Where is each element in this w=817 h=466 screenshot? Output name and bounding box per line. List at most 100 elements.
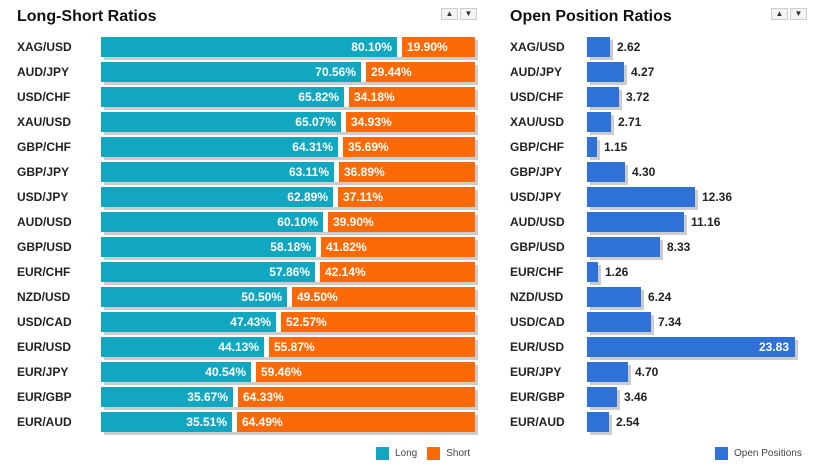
short-bar: 34.93% [346,112,475,132]
table-row: USD/JPY 12.36 [505,187,817,210]
bar-separator [287,287,292,307]
bar-separator [338,137,343,157]
open-position-value: 12.36 [702,190,733,204]
table-row: GBP/CHF 64.31% 35.69% [0,137,490,160]
sort-descending-button[interactable]: ▼ [460,8,477,20]
sort-ascending-button[interactable]: ▲ [771,8,788,20]
open-position-sort-controls: ▲ ▼ [771,8,807,20]
open-position-value: 3.72 [626,90,650,104]
open-position-bar [587,312,651,332]
table-row: USD/JPY 62.89% 37.11% [0,187,490,210]
table-row: AUD/USD 60.10% 39.90% [0,212,490,235]
sort-down-icon: ▼ [794,9,803,18]
legend-item-long: Long [376,447,417,460]
currency-pair-label: EUR/USD [510,340,565,354]
table-row: EUR/JPY 4.70 [505,362,817,385]
currency-pair-label: AUD/USD [510,215,565,229]
bar-separator [232,412,237,432]
currency-pair-label: EUR/CHF [17,265,71,279]
bar-separator [341,112,346,132]
currency-pair-label: USD/CAD [510,315,565,329]
open-position-bar [587,237,660,257]
currency-pair-label: XAU/USD [17,115,72,129]
short-bar: 52.57% [281,312,475,332]
table-row: EUR/USD 23.83 [505,337,817,360]
legend-swatch-open-positions [715,447,728,460]
short-bar: 42.14% [320,262,475,282]
bar-separator [344,87,349,107]
table-row: AUD/JPY 4.27 [505,62,817,85]
table-row: EUR/USD 44.13% 55.87% [0,337,490,360]
open-position-legend: Open Positions [715,447,812,460]
sort-up-icon: ▲ [775,9,784,18]
long-bar: 65.07% [101,112,341,132]
currency-pair-label: EUR/AUD [510,415,565,429]
table-row: EUR/CHF 57.86% 42.14% [0,262,490,285]
sort-ascending-button[interactable]: ▲ [441,8,458,20]
sort-descending-button[interactable]: ▼ [790,8,807,20]
long-short-panel: Long-Short Ratios ▲ ▼ XAG/USD 80.10% 19.90… [0,8,490,460]
currency-pair-label: GBP/CHF [17,140,71,154]
bar-separator [361,62,366,82]
bar-separator [334,162,339,182]
long-bar: 63.11% [101,162,334,182]
open-position-value: 8.33 [667,240,691,254]
currency-pair-label: AUD/JPY [510,65,563,79]
open-position-bar [587,262,598,282]
short-bar: 34.18% [349,87,475,107]
table-row: USD/CHF 65.82% 34.18% [0,87,490,110]
table-row: XAG/USD 80.10% 19.90% [0,37,490,60]
sort-down-icon: ▼ [464,9,473,18]
currency-pair-label: EUR/GBP [17,390,72,404]
legend-label-short: Short [446,448,471,459]
legend-item-open-positions: Open Positions [715,447,802,460]
short-bar: 64.33% [238,387,475,407]
open-position-bar [587,212,684,232]
long-bar: 64.31% [101,137,338,157]
legend-label-open-positions: Open Positions [734,448,802,459]
table-row: GBP/USD 8.33 [505,237,817,260]
table-row: XAU/USD 2.71 [505,112,817,135]
bar-separator [333,187,338,207]
long-bar: 50.50% [101,287,287,307]
open-position-bar [587,287,641,307]
currency-pair-label: USD/CAD [17,315,72,329]
table-row: GBP/JPY 4.30 [505,162,817,185]
currency-pair-label: USD/JPY [17,190,69,204]
short-bar: 37.11% [338,187,475,207]
short-bar: 29.44% [366,62,475,82]
short-bar: 64.49% [237,412,475,432]
legend-swatch-short [427,447,441,460]
currency-pair-label: NZD/USD [17,290,71,304]
currency-pair-label: USD/CHF [17,90,71,104]
open-position-value: 4.70 [635,365,659,379]
open-position-bar [587,337,795,357]
open-position-bar [587,387,617,407]
open-position-value: 7.34 [658,315,682,329]
open-position-bar [587,137,597,157]
short-bar: 36.89% [339,162,475,182]
long-bar: 65.82% [101,87,344,107]
long-short-legend: Long Short [376,447,480,460]
bar-separator [323,212,328,232]
long-short-title: Long-Short Ratios [17,8,157,25]
long-bar: 57.86% [101,262,315,282]
table-row: XAG/USD 2.62 [505,37,817,60]
bar-separator [316,237,321,257]
open-position-value: 2.54 [616,415,640,429]
table-row: GBP/CHF 1.15 [505,137,817,160]
currency-pair-label: EUR/USD [17,340,72,354]
open-position-bar [587,112,611,132]
table-row: NZD/USD 50.50% 49.50% [0,287,490,310]
table-row: EUR/GBP 3.46 [505,387,817,410]
open-position-bar [587,412,609,432]
table-row: EUR/CHF 1.26 [505,262,817,285]
table-row: EUR/AUD 2.54 [505,412,817,435]
table-row: EUR/JPY 40.54% 59.46% [0,362,490,385]
open-position-value: 2.62 [617,40,641,54]
short-bar: 55.87% [269,337,475,357]
long-bar: 35.67% [101,387,233,407]
legend-item-short: Short [427,447,470,460]
long-bar: 70.56% [101,62,361,82]
table-row: AUD/JPY 70.56% 29.44% [0,62,490,85]
